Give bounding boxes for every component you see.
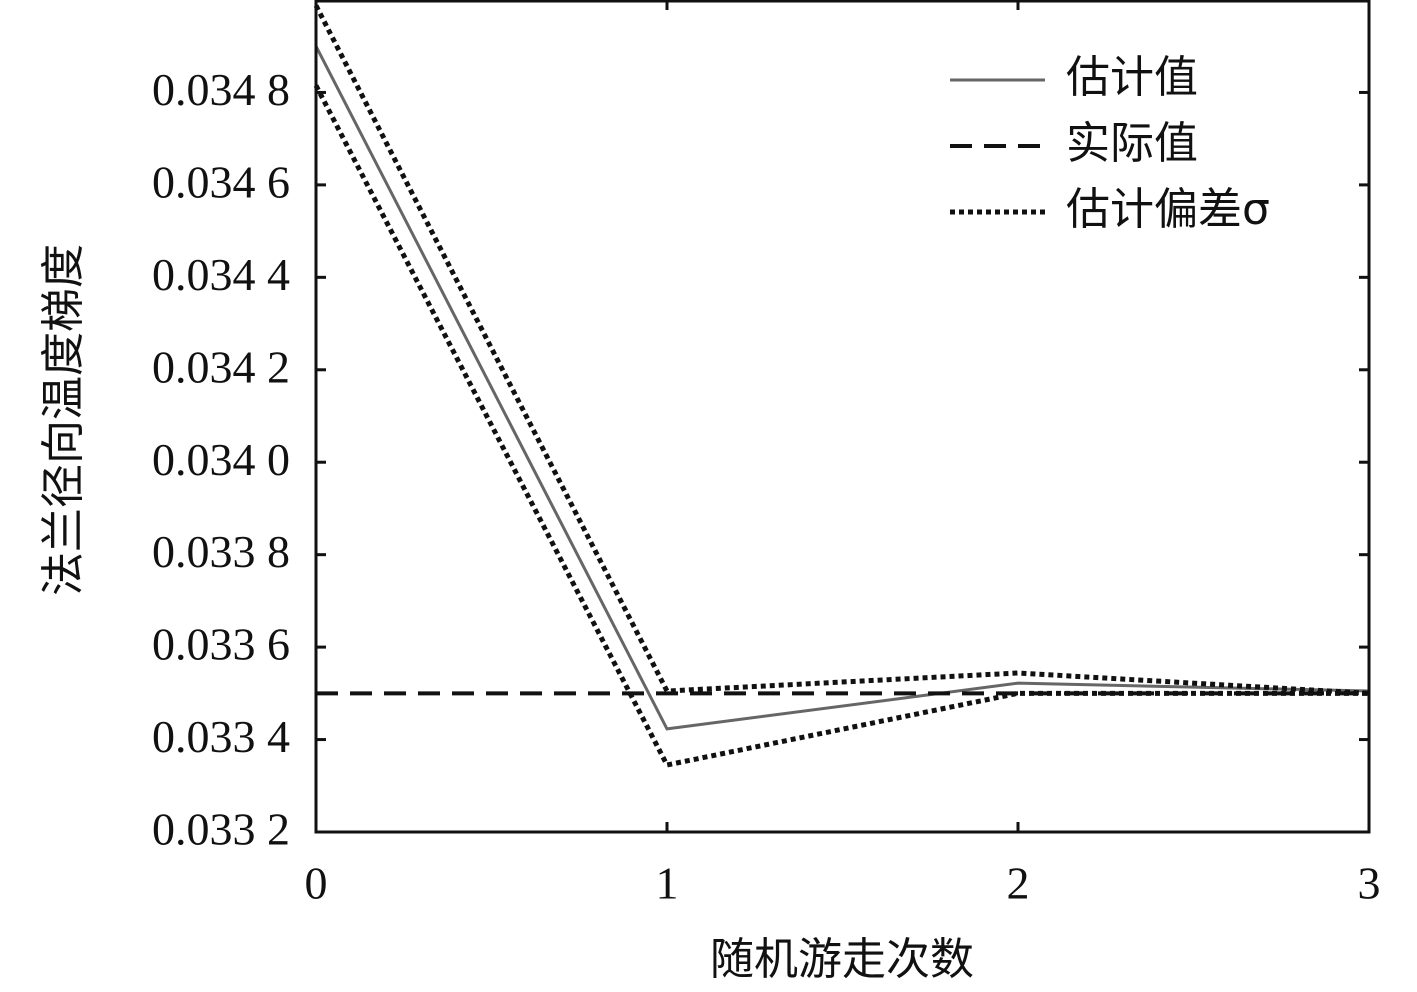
legend-label: 估计值 bbox=[1066, 52, 1198, 103]
x-tick-label: 0 bbox=[305, 858, 328, 909]
y-axis-label: 法兰径向温度梯度 bbox=[38, 244, 89, 596]
y-tick-label: 0.034 6 bbox=[152, 156, 290, 207]
y-tick-label: 0.033 6 bbox=[152, 619, 290, 670]
y-tick-label: 0.034 2 bbox=[152, 341, 290, 392]
y-tick-label: 0.033 2 bbox=[152, 804, 290, 855]
y-tick-label: 0.033 4 bbox=[152, 711, 290, 762]
line bbox=[314, 45, 1370, 731]
legend-label: 实际值 bbox=[1066, 118, 1198, 169]
x-tick-label: 3 bbox=[1358, 858, 1381, 909]
y-tick-label: 0.034 8 bbox=[152, 64, 290, 115]
x-tick-label: 1 bbox=[656, 858, 679, 909]
legend-label: 估计偏差σ bbox=[1066, 184, 1270, 235]
y-tick-label: 0.034 4 bbox=[152, 249, 290, 300]
y-tick-label: 0.034 0 bbox=[152, 434, 290, 485]
x-tick-label: 2 bbox=[1007, 858, 1030, 909]
x-axis-label: 随机游走次数 bbox=[710, 934, 974, 985]
line bbox=[313, 84, 1369, 768]
line bbox=[313, 4, 1370, 696]
plot-frame bbox=[314, 0, 1371, 834]
y-tick-label: 0.033 8 bbox=[152, 526, 290, 577]
